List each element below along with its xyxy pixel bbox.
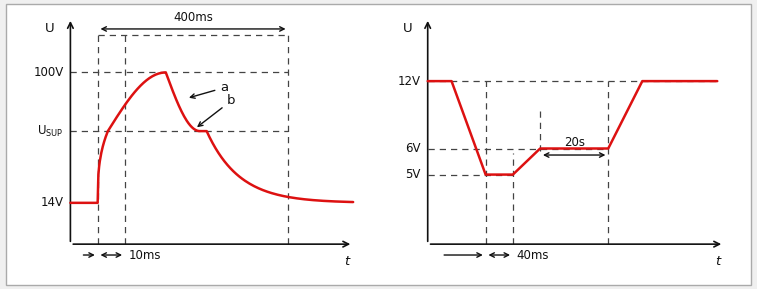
Text: 100V: 100V xyxy=(33,66,64,79)
Text: 14V: 14V xyxy=(41,196,64,209)
Text: 10ms: 10ms xyxy=(129,249,160,262)
Text: a: a xyxy=(191,81,229,98)
Text: U: U xyxy=(403,23,412,36)
Text: U: U xyxy=(45,23,55,36)
Text: t: t xyxy=(715,255,721,268)
Text: b: b xyxy=(198,94,235,126)
Text: 5V: 5V xyxy=(406,168,421,181)
Text: 40ms: 40ms xyxy=(516,249,549,262)
Text: 6V: 6V xyxy=(406,142,421,155)
Text: 12V: 12V xyxy=(398,75,421,88)
Text: U$_{\mathsf{SUP}}$: U$_{\mathsf{SUP}}$ xyxy=(37,124,64,139)
Text: t: t xyxy=(344,255,350,268)
Text: 20s: 20s xyxy=(564,136,584,149)
Text: 400ms: 400ms xyxy=(173,10,213,23)
